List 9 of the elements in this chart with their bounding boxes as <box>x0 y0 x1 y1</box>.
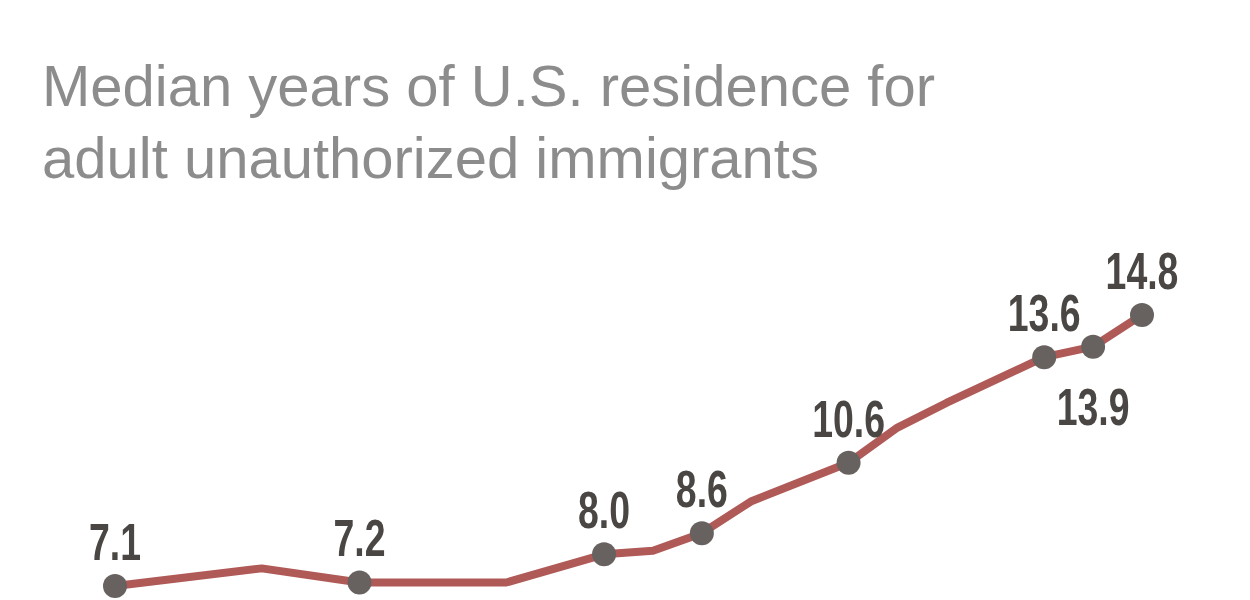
data-label: 14.8 <box>1105 241 1179 301</box>
data-label: 7.1 <box>88 512 142 572</box>
data-label: 7.2 <box>333 509 386 568</box>
data-label: 13.9 <box>1056 377 1130 437</box>
data-label: 10.6 <box>812 389 885 449</box>
data-label: 8.0 <box>578 481 631 540</box>
chart-subtitle: Median years of U.S. residence for adult unauthorized immigrants <box>42 53 935 190</box>
data-label: 13.6 <box>1007 284 1081 343</box>
data-label: 8.6 <box>675 460 728 519</box>
